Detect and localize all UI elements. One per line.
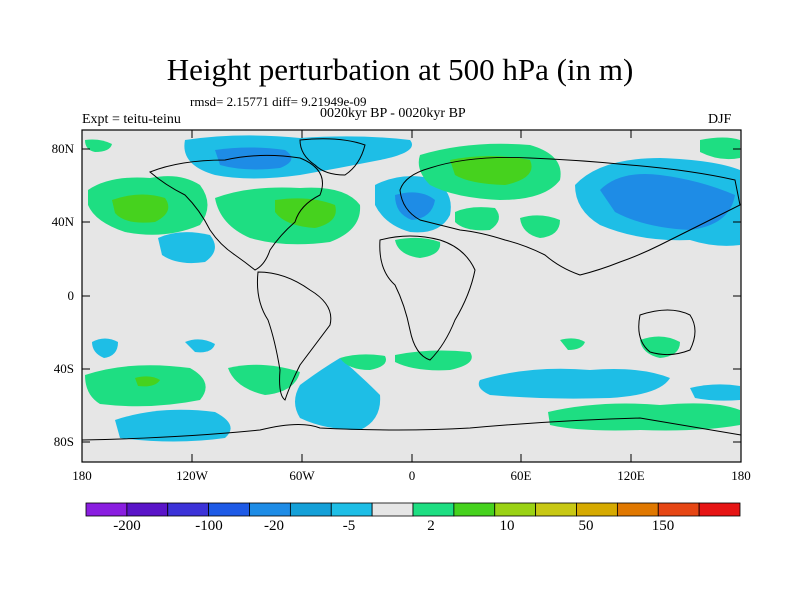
field-positive xyxy=(520,215,560,238)
lat-tick-label: 0 xyxy=(67,288,75,303)
coast-greenland xyxy=(299,138,366,176)
colorbar-label: 50 xyxy=(578,518,594,534)
coast-africa xyxy=(379,235,476,361)
field-negative-strong xyxy=(395,192,435,220)
colorbar-box xyxy=(330,502,373,517)
field-positive xyxy=(85,139,112,152)
coast-australia xyxy=(638,309,696,356)
colorbar-box xyxy=(249,502,291,517)
colorbar-box xyxy=(657,502,700,517)
experiment-label: Expt = teitu-teinu xyxy=(82,112,181,127)
season-label: DJF xyxy=(708,112,732,127)
colorbar-box xyxy=(208,502,250,517)
coastlines xyxy=(81,138,742,441)
field-positive xyxy=(395,237,441,258)
field-negative xyxy=(92,338,118,358)
period-label: 0020kyr BP - 0020kyr BP xyxy=(320,106,466,121)
colorbar-label: -200 xyxy=(113,518,141,534)
field-positive xyxy=(548,403,740,431)
field-positive xyxy=(560,338,585,350)
field-negative xyxy=(115,409,231,442)
lon-tick-label: 120E xyxy=(617,468,645,483)
lon-tick-label: 60W xyxy=(289,468,315,483)
anomaly-fields xyxy=(85,135,740,442)
field-negative xyxy=(295,358,381,430)
lon-tick-label: 180 xyxy=(72,468,92,483)
field-positive-strong xyxy=(135,376,160,387)
colorbar-box xyxy=(85,502,128,517)
lon-tick-label: 180 xyxy=(731,468,751,483)
field-positive xyxy=(340,354,386,370)
field-positive xyxy=(455,207,499,231)
colorbar-box xyxy=(576,502,618,517)
field-negative xyxy=(158,232,215,264)
colorbar xyxy=(85,502,741,517)
colorbar-label: -20 xyxy=(264,518,284,534)
lon-tick-label: 120W xyxy=(176,468,208,483)
lat-tick-label: 40S xyxy=(53,361,74,376)
field-positive xyxy=(395,350,472,371)
coast-antarctica xyxy=(81,417,742,441)
colorbar-box xyxy=(698,502,741,517)
lon-tick-label: 0 xyxy=(408,468,416,483)
colorbar-box xyxy=(453,502,496,517)
lat-tick-label: 80S xyxy=(53,434,74,449)
field-negative-strong xyxy=(215,147,292,170)
map-title: Height perturbation at 500 hPa (in m) xyxy=(166,52,634,87)
coast-europe-asia xyxy=(399,156,741,276)
colorbar-label: -100 xyxy=(195,518,223,534)
colorbar-box xyxy=(494,502,537,517)
field-positive-strong xyxy=(112,194,169,223)
field-negative xyxy=(690,384,740,401)
lat-tick-label: 40N xyxy=(51,214,74,229)
colorbar-label: 10 xyxy=(499,518,515,534)
field-negative xyxy=(478,368,670,399)
colorbar-box xyxy=(412,502,455,517)
axis-ticks xyxy=(82,130,741,462)
colorbar-label: -5 xyxy=(342,518,356,534)
field-positive xyxy=(700,137,740,160)
field-negative xyxy=(185,339,215,353)
colorbar-label: 150 xyxy=(651,518,675,534)
colorbar-box xyxy=(371,502,414,517)
stats-text: rmsd= 2.15771 diff= 9.21949e-09 xyxy=(190,94,367,109)
colorbar-box xyxy=(616,502,659,517)
lat-tick-label: 80N xyxy=(51,141,74,156)
coast-north-america xyxy=(149,154,323,271)
colorbar-box xyxy=(535,502,577,517)
field-positive xyxy=(640,336,680,358)
field-positive-strong xyxy=(275,198,336,228)
colorbar-box xyxy=(126,502,169,517)
field-negative-strong xyxy=(600,174,735,230)
coast-south-america xyxy=(257,271,332,401)
colorbar-box xyxy=(289,502,332,517)
field-positive-strong xyxy=(450,156,532,185)
lon-tick-label: 60E xyxy=(510,468,532,483)
colorbar-box xyxy=(167,502,210,517)
field-positive xyxy=(228,364,300,395)
colorbar-label: 2 xyxy=(427,518,435,534)
